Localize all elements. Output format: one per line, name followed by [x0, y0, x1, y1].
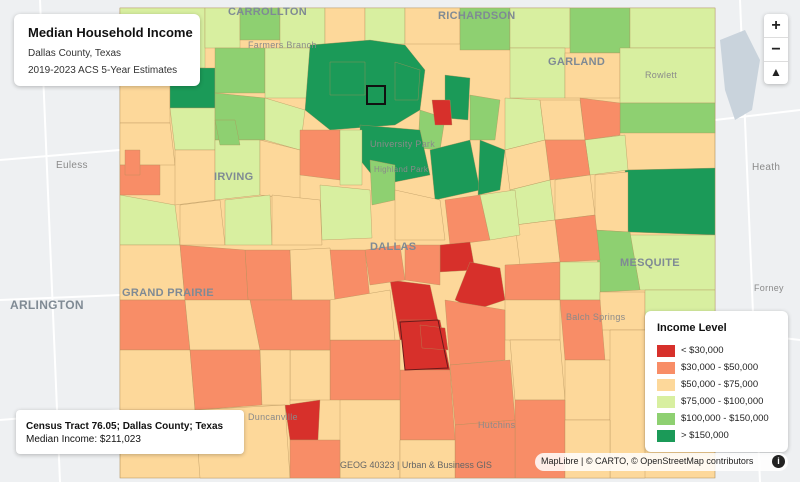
legend-label: < $30,000	[681, 345, 724, 356]
legend-swatch	[657, 379, 675, 391]
legend-label: $75,000 - $100,000	[681, 396, 764, 407]
place-label: GRAND PRAIRIE	[122, 287, 214, 299]
navigation-control: + − ▲	[764, 14, 788, 84]
tract-info-panel: Census Tract 76.05; Dallas County; Texas…	[16, 410, 244, 454]
legend-label: $100,000 - $150,000	[681, 413, 769, 424]
tract-name: Census Tract 76.05; Dallas County; Texas	[26, 421, 224, 432]
attribution-control: MapLibre | © CARTO, © OpenStreetMap cont…	[535, 453, 788, 471]
legend-label: $30,000 - $50,000	[681, 362, 759, 373]
legend-label: > $150,000	[681, 430, 729, 441]
place-label: Hutchins	[478, 420, 516, 430]
place-label: Heath	[752, 162, 781, 173]
place-label: DALLAS	[370, 241, 417, 253]
place-label: MESQUITE	[620, 257, 680, 269]
place-label: Rowlett	[645, 70, 678, 80]
tract-income: Median Income: $211,023	[26, 434, 141, 445]
legend: Income Level < $30,000 $30,000 - $50,000…	[645, 311, 788, 452]
place-label: Forney	[754, 283, 784, 293]
compass-reset-button[interactable]: ▲	[764, 61, 788, 84]
title-panel: Median Household Income Dallas County, T…	[14, 14, 200, 86]
zoom-out-button[interactable]: −	[764, 38, 788, 62]
place-label: RICHARDSON	[438, 10, 516, 22]
legend-swatch	[657, 430, 675, 442]
place-label: ARLINGTON	[10, 298, 84, 312]
tract-outline	[399, 319, 449, 371]
legend-label: $50,000 - $75,000	[681, 379, 759, 390]
selected-tract[interactable]	[366, 85, 386, 105]
zoom-in-button[interactable]: +	[764, 14, 788, 38]
legend-title: Income Level	[657, 322, 727, 334]
compass-icon: ▲	[770, 65, 782, 79]
info-icon[interactable]: i	[772, 455, 785, 468]
legend-swatch	[657, 396, 675, 408]
place-label: University Park	[370, 139, 436, 149]
place-label: Farmers Branch	[248, 40, 317, 50]
course-credit: GEOG 40323 | Urban & Business GIS	[340, 460, 492, 470]
lake-ray-hubbard	[720, 30, 760, 120]
place-label: GARLAND	[548, 56, 606, 68]
data-source: 2019-2023 ACS 5-Year Estimates	[28, 65, 178, 76]
census-tracts[interactable]	[119, 7, 716, 479]
attribution-text[interactable]: MapLibre | © CARTO, © OpenStreetMap cont…	[541, 456, 754, 466]
legend-swatch	[657, 345, 675, 357]
place-label: Highland Park	[374, 165, 429, 174]
legend-swatch	[657, 362, 675, 374]
place-label: Duncanville	[248, 412, 298, 422]
map-title: Median Household Income	[28, 25, 193, 40]
legend-swatch	[657, 413, 675, 425]
place-label: Balch Springs	[566, 312, 626, 322]
place-label: Euless	[56, 160, 88, 171]
map-subtitle: Dallas County, Texas	[28, 48, 122, 59]
place-label: IRVING	[214, 171, 254, 183]
place-label: CARROLLTON	[228, 6, 307, 18]
